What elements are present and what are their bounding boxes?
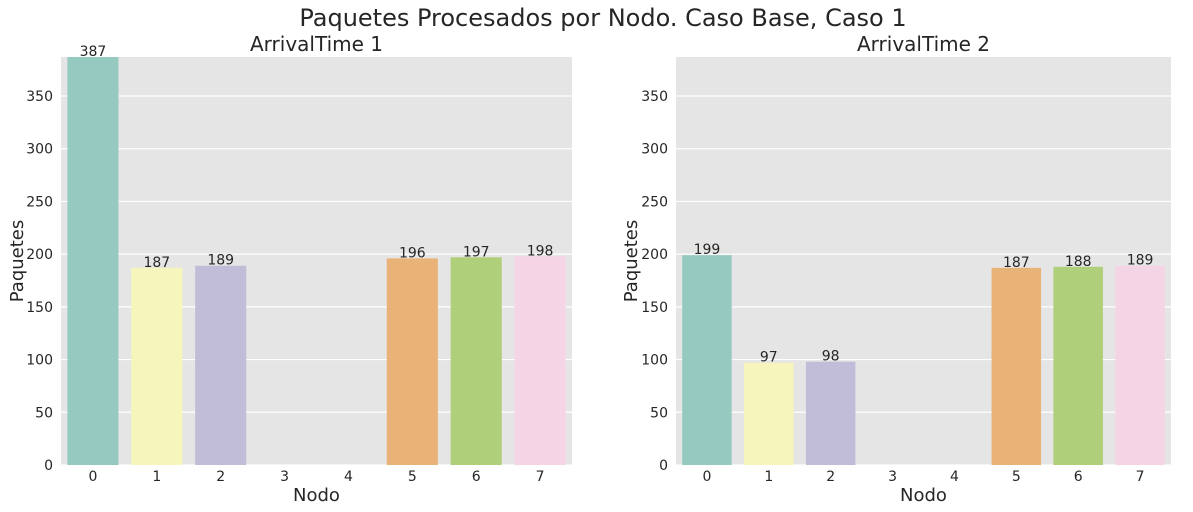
x-tick-label: 4: [344, 469, 353, 485]
bar-nodo-1: [131, 267, 183, 465]
y-tick-label: 150: [26, 300, 53, 316]
data-label-nodo-0: 199: [694, 242, 721, 258]
x-tick-label: 4: [950, 469, 959, 485]
y-tick-label: 250: [641, 194, 668, 210]
chart-panel-2: 0 50 100 150 200 250 300 350 199 0 97 1 98 2 3 4 187 5 188…: [621, 32, 1171, 506]
data-label-nodo-5: 187: [1003, 255, 1030, 271]
y-tick-label: 100: [641, 353, 668, 369]
y-axis-label: Paquetes: [621, 220, 642, 303]
y-tick-label: 100: [26, 353, 53, 369]
bar-nodo-7: [1115, 265, 1165, 465]
x-tick-label: 1: [152, 469, 161, 485]
y-tick-label: 300: [26, 142, 53, 158]
chart-title: ArrivalTime 2: [857, 32, 990, 56]
y-tick-label: 250: [26, 194, 53, 210]
y-tick-label: 350: [641, 89, 668, 105]
x-tick-label: 5: [408, 469, 417, 485]
bar-nodo-7: [514, 256, 566, 465]
data-label-nodo-1: 187: [143, 255, 170, 271]
y-tick-label: 50: [35, 405, 53, 421]
y-tick-label: 50: [650, 405, 668, 421]
y-tick-label: 200: [641, 247, 668, 263]
y-tick-label: 150: [641, 300, 668, 316]
x-tick-label: 6: [472, 469, 481, 485]
x-tick-label: 0: [702, 469, 711, 485]
chart-title: ArrivalTime 1: [250, 32, 383, 56]
data-label-nodo-6: 188: [1065, 254, 1092, 270]
data-label-nodo-1: 97: [760, 350, 778, 366]
data-label-nodo-7: 189: [1127, 253, 1154, 269]
x-tick-label: 1: [764, 469, 773, 485]
data-label-nodo-5: 196: [399, 245, 426, 261]
data-label-nodo-0: 387: [80, 44, 107, 60]
y-tick-label: 0: [44, 458, 53, 474]
y-tick-label: 350: [26, 89, 53, 105]
x-tick-label: 3: [888, 469, 897, 485]
chart-panel-1: 0 50 100 150 200 250 300 350 387 0 187 1 189 2 3 4 196 5 1…: [7, 32, 572, 506]
bar-nodo-2: [805, 361, 856, 465]
y-tick-label: 200: [26, 247, 53, 263]
x-tick-label: 7: [1136, 469, 1145, 485]
bar-nodo-2: [195, 265, 247, 465]
x-axis-label: Nodo: [900, 485, 947, 506]
bar-nodo-6: [450, 257, 502, 465]
data-label-nodo-7: 198: [527, 243, 554, 259]
x-axis-label: Nodo: [293, 485, 340, 506]
y-tick-label: 300: [641, 142, 668, 158]
x-tick-label: 2: [826, 469, 835, 485]
data-label-nodo-2: 98: [822, 349, 840, 365]
y-axis-label: Paquetes: [7, 220, 28, 303]
x-tick-label: 5: [1012, 469, 1021, 485]
figure-suptitle: Paquetes Procesados por Nodo. Caso Base,…: [299, 4, 906, 32]
bar-nodo-5: [991, 267, 1042, 465]
bar-nodo-5: [386, 258, 438, 465]
bar-nodo-0: [682, 255, 732, 465]
bar-nodo-6: [1053, 266, 1103, 465]
x-tick-label: 3: [280, 469, 289, 485]
y-tick-label: 0: [659, 458, 668, 474]
x-tick-label: 0: [88, 469, 97, 485]
x-tick-label: 2: [216, 469, 225, 485]
x-tick-label: 6: [1074, 469, 1083, 485]
data-label-nodo-6: 197: [463, 244, 490, 260]
data-label-nodo-2: 189: [207, 253, 234, 269]
bar-nodo-0: [67, 57, 119, 465]
bar-nodo-1: [744, 362, 794, 465]
x-tick-label: 7: [536, 469, 545, 485]
